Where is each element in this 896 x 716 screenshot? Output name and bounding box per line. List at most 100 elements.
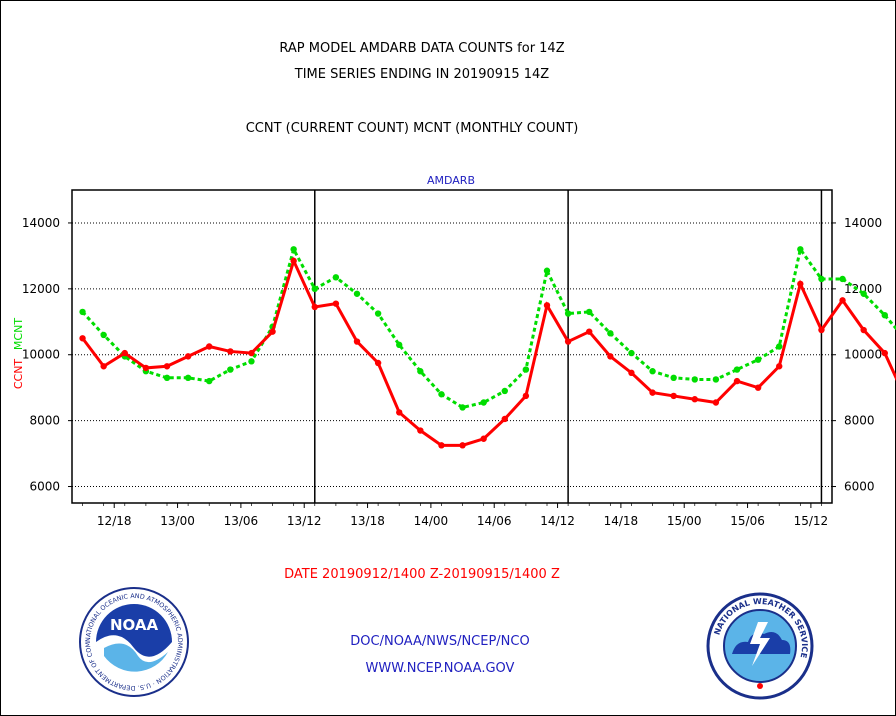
data-point-mcnt (248, 358, 255, 365)
data-point-mcnt (691, 376, 698, 383)
data-point-ccnt (332, 300, 340, 307)
data-point-mcnt (586, 308, 593, 316)
data-point-mcnt (839, 275, 846, 283)
data-point-ccnt (227, 348, 234, 355)
data-point-mcnt (628, 349, 635, 357)
data-point-mcnt (290, 246, 297, 253)
data-point-ccnt (522, 392, 530, 400)
data-point-ccnt (290, 257, 297, 265)
y-tick-label-left: 14000 (22, 216, 60, 230)
x-tick-label: 14/18 (604, 514, 639, 528)
data-point-ccnt (353, 338, 361, 345)
x-tick-label: 14/00 (414, 514, 449, 528)
data-point-ccnt (184, 353, 192, 360)
data-point-ccnt (881, 349, 888, 357)
y-label-mcnt: MCNT (12, 318, 25, 350)
data-point-ccnt (311, 303, 318, 311)
data-point-mcnt (459, 404, 466, 411)
data-point-ccnt (543, 302, 551, 309)
data-point-mcnt (754, 356, 762, 363)
data-point-ccnt (438, 442, 445, 449)
data-point-ccnt (100, 363, 107, 370)
y-tick-label-left: 12000 (22, 282, 60, 296)
x-tick-label: 13/18 (350, 514, 385, 528)
y-tick-label-right: 12000 (844, 282, 882, 296)
x-tick-label: 13/12 (287, 514, 322, 528)
data-point-mcnt (797, 246, 804, 253)
data-point-ccnt (374, 359, 382, 367)
data-point-ccnt (818, 326, 825, 334)
data-point-mcnt (374, 310, 382, 317)
y-label-ccnt: CCNT (12, 359, 25, 390)
data-point-ccnt (607, 353, 614, 360)
data-point-ccnt (839, 297, 846, 304)
data-point-mcnt (649, 368, 656, 375)
data-point-ccnt (797, 280, 804, 288)
panel-label: AMDARB (427, 174, 475, 187)
data-point-mcnt (733, 366, 741, 373)
y-tick-label-right: 8000 (844, 414, 875, 428)
y-tick-label-right: 14000 (844, 216, 882, 230)
x-tick-label: 14/12 (540, 514, 575, 528)
data-point-mcnt (522, 366, 530, 373)
data-point-ccnt (628, 369, 635, 377)
y-tick-label-left: 8000 (29, 414, 60, 428)
noaa-wordmark: NOAA (110, 616, 159, 634)
y-tick-label-right: 10000 (844, 348, 882, 362)
data-point-ccnt (206, 343, 213, 350)
x-tick-label: 15/12 (794, 514, 829, 528)
data-point-mcnt (564, 310, 572, 317)
data-point-ccnt (776, 363, 783, 370)
chart-subtitle: CCNT (CURRENT COUNT) MCNT (MONTHLY COUNT… (246, 121, 579, 136)
noaa-logo: NOAA NATIONAL OCEANIC AND ATMOSPHERIC AD… (78, 586, 189, 697)
data-point-mcnt (206, 377, 213, 385)
data-point-mcnt (607, 330, 614, 337)
nws-logo: NATIONAL WEATHER SERVICE (706, 592, 814, 700)
data-point-ccnt (691, 396, 698, 403)
data-point-ccnt (79, 335, 86, 342)
data-point-mcnt (332, 274, 340, 281)
data-point-mcnt (712, 376, 720, 383)
data-point-mcnt (353, 290, 361, 297)
data-point-ccnt (163, 363, 171, 370)
data-point-ccnt (459, 442, 466, 449)
date-range: DATE 20190912/1400 Z-20190915/1400 Z (284, 567, 560, 582)
data-point-mcnt (860, 290, 867, 297)
data-point-ccnt (501, 415, 508, 423)
x-tick-label: 12/18 (97, 514, 132, 528)
data-point-ccnt (121, 349, 128, 357)
data-point-ccnt (860, 326, 867, 334)
data-point-mcnt (163, 374, 171, 381)
data-point-mcnt (184, 374, 192, 381)
data-point-mcnt (776, 343, 783, 350)
x-tick-label: 13/06 (224, 514, 259, 528)
y-tick-label-left: 10000 (22, 348, 60, 362)
data-point-mcnt (501, 387, 508, 395)
url-link[interactable]: WWW.NCEP.NOAA.GOV (366, 661, 515, 676)
x-tick-label: 15/00 (667, 514, 702, 528)
data-point-mcnt (227, 366, 234, 373)
data-point-ccnt (733, 377, 741, 385)
data-point-mcnt (480, 399, 487, 406)
data-point-mcnt (79, 308, 86, 316)
data-point-ccnt (649, 389, 656, 396)
data-point-mcnt (543, 267, 551, 274)
data-point-ccnt (480, 435, 487, 442)
plot-frame (71, 189, 833, 504)
data-point-ccnt (142, 364, 150, 372)
data-point-mcnt (881, 312, 888, 319)
data-point-mcnt (417, 368, 424, 375)
org-link[interactable]: DOC/NOAA/NWS/NCEP/NCO (350, 634, 529, 649)
chart-title-line2: TIME SERIES ENDING IN 20190915 14Z (294, 67, 550, 82)
data-point-mcnt (100, 331, 107, 339)
data-point-ccnt (417, 427, 424, 434)
data-point-ccnt (754, 384, 762, 391)
data-point-ccnt (269, 328, 276, 335)
data-point-mcnt (438, 391, 445, 398)
data-point-mcnt (396, 341, 403, 349)
data-point-mcnt (818, 275, 825, 283)
chart-title-line1: RAP MODEL AMDARB DATA COUNTS for 14Z (279, 41, 564, 56)
data-point-ccnt (670, 392, 677, 400)
data-point-ccnt (586, 328, 593, 335)
data-point-ccnt (396, 409, 403, 416)
